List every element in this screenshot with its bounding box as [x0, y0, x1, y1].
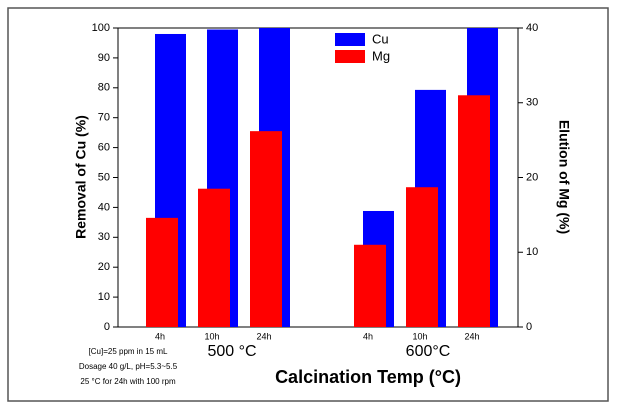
y-tick-label: 40: [98, 201, 110, 213]
y-tick-label: 80: [98, 82, 110, 94]
x-tick-label: 4h: [363, 331, 373, 341]
y-tick-label: 10: [98, 291, 110, 303]
legend-swatch: [335, 50, 365, 63]
bar: [198, 188, 230, 327]
y2-tick-label: 10: [526, 246, 538, 258]
y-tick-label: 30: [98, 231, 110, 243]
bar: [354, 244, 386, 327]
bar: [458, 95, 490, 328]
bar: [250, 131, 282, 327]
bar: [406, 187, 438, 327]
bar: [146, 217, 178, 327]
y-tick-label: 100: [92, 22, 110, 34]
x-tick-label: 10h: [204, 331, 219, 341]
y2-tick-label: 30: [526, 97, 538, 109]
x-axis-title: Calcination Temp (°C): [275, 367, 461, 387]
y-tick-label: 0: [104, 321, 110, 333]
x-tick-label: 24h: [464, 331, 479, 341]
y-tick-label: 90: [98, 52, 110, 64]
y-tick-label: 70: [98, 112, 110, 124]
y-tick-label: 60: [98, 142, 110, 154]
note: [Cu]=25 ppm in 15 mL: [89, 347, 168, 356]
legend-swatch: [335, 33, 365, 46]
x-tick-label: 10h: [412, 331, 427, 341]
y2-tick-label: 40: [526, 22, 538, 34]
y2-tick-label: 0: [526, 321, 532, 333]
legend-label: Cu: [372, 31, 389, 46]
note: 25 °C for 24h with 100 rpm: [80, 377, 176, 386]
x-tick-label: 4h: [155, 331, 165, 341]
note: Dosage 40 g/L, pH=5.3~5.5: [79, 362, 178, 371]
y2-axis-title: Elution of Mg (%): [556, 120, 572, 234]
group-label: 500 °C: [207, 343, 256, 360]
y-tick-label: 50: [98, 171, 110, 183]
frame: [7, 7, 609, 402]
x-tick-label: 24h: [256, 331, 271, 341]
y-tick-label: 20: [98, 261, 110, 273]
legend-label: Mg: [372, 48, 390, 63]
y2-tick-label: 20: [526, 171, 538, 183]
y-axis-title: Removal of Cu (%): [73, 115, 89, 239]
group-label: 600°C: [406, 343, 451, 360]
